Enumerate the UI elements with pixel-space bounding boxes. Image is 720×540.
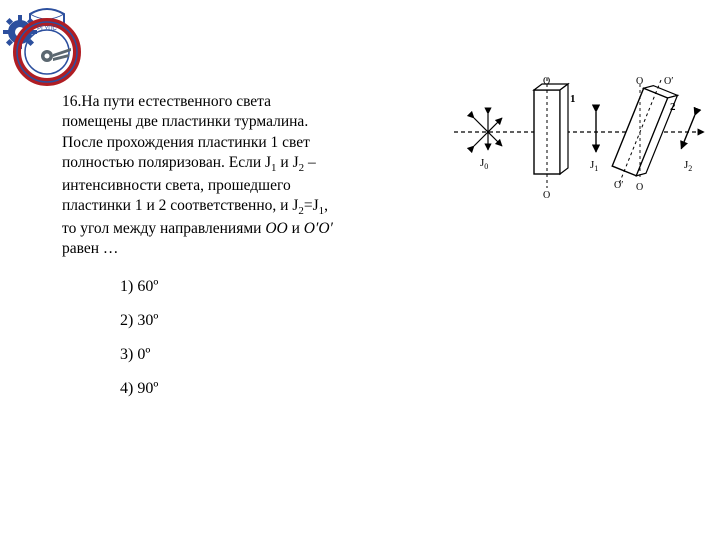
axis-OpOp: O′O′	[304, 220, 333, 237]
page: РГУПС 16.На пути естественного света пом…	[0, 0, 720, 540]
plate-2	[607, 76, 680, 192]
label-O-top-2: O	[636, 76, 643, 87]
option-4: 4) 90º	[120, 380, 158, 398]
label-O-top-1: O	[543, 76, 550, 87]
label-plate1: 1	[570, 93, 576, 105]
label-J1: J1	[590, 159, 598, 173]
label-O-bot-1: O	[543, 190, 550, 201]
label-J0: J0	[480, 157, 488, 171]
option-2: 2) 30º	[120, 312, 158, 330]
label-Oprime-bot: O′	[614, 180, 623, 191]
option-3: 3) 0º	[120, 346, 158, 364]
label-J2: J2	[684, 159, 692, 173]
label-plate2: 2	[670, 101, 676, 113]
label-Oprime-top: O′	[664, 76, 673, 87]
question-number: 16.	[62, 93, 81, 110]
logo-text: РГУПС	[37, 26, 57, 32]
question-text: 16.На пути естественного света помещены …	[62, 92, 412, 260]
answer-options: 1) 60º 2) 30º 3) 0º 4) 90º	[120, 278, 158, 414]
option-1: 1) 60º	[120, 278, 158, 296]
plate-1	[534, 78, 568, 188]
label-O-bot-2: O	[636, 182, 643, 193]
university-logo: РГУПС	[2, 6, 92, 86]
axis-OO: OO	[265, 220, 287, 237]
optical-diagram: J0 1 O O J1 2 O′ O′ O O	[450, 76, 710, 206]
